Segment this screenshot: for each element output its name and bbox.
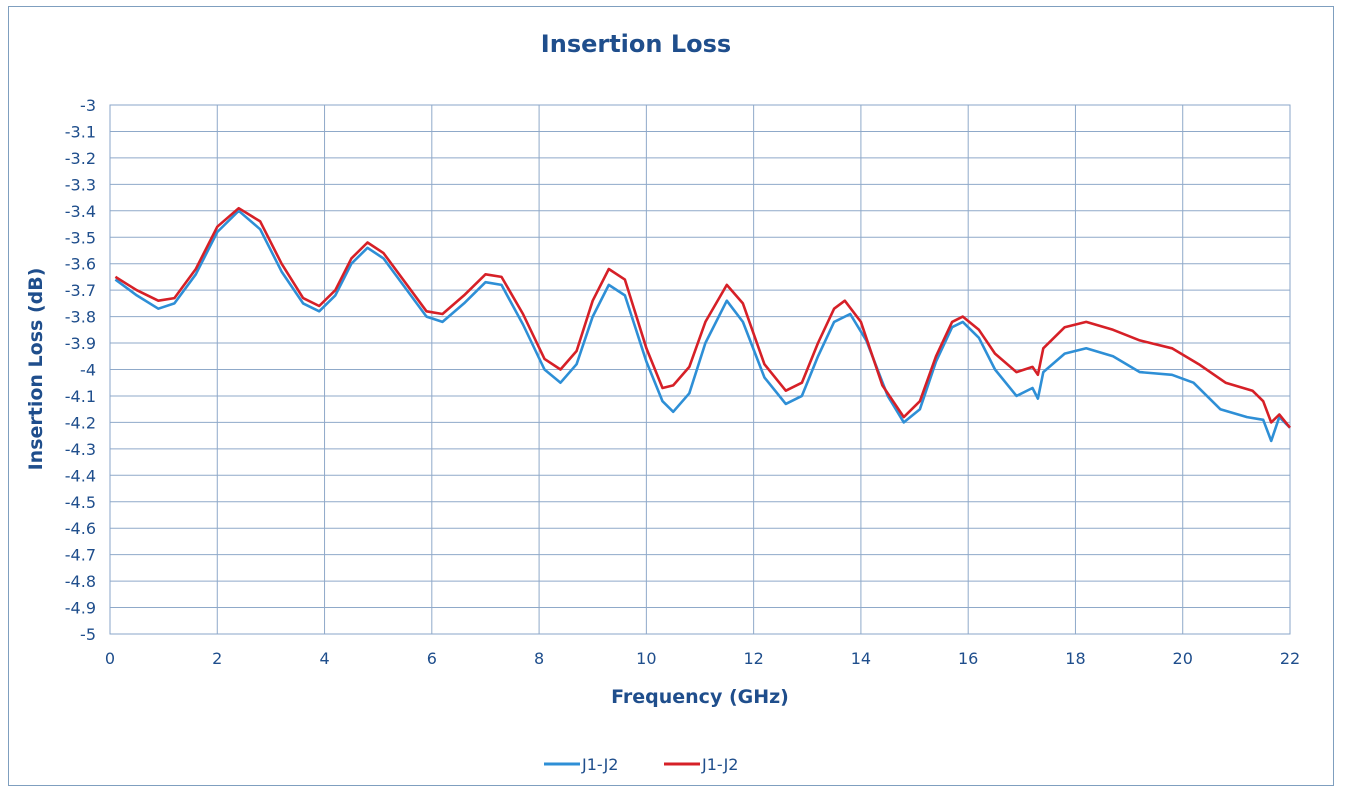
x-tick-label: 6 [427, 649, 437, 668]
series-line-1 [114, 209, 1291, 443]
plot-area-border [109, 104, 1291, 635]
y-tick-label: -4.6 [65, 519, 96, 538]
y-tick-label: -3.9 [65, 334, 96, 353]
insertion-loss-chart: -3 -3.1 -3.2 -3.3 -3.4 -3.5 -3.6 -3.7 -3.8 -3.9 -4… [25, 30, 1300, 774]
y-tick-label: -4.3 [65, 440, 96, 459]
series-group [114, 206, 1292, 443]
x-tick-label: 8 [534, 649, 544, 668]
y-tick-label: -4.5 [65, 493, 96, 512]
x-tick-label: 16 [958, 649, 978, 668]
x-tick-label: 22 [1280, 649, 1300, 668]
series-line-2 [114, 206, 1292, 429]
x-tick-label: 20 [1173, 649, 1193, 668]
y-tick-label: -4.8 [65, 572, 96, 591]
chart-frame: -3 -3.1 -3.2 -3.3 -3.4 -3.5 -3.6 -3.7 -3.8 -3.9 -4… [8, 6, 1334, 786]
y-tick-label: -3.4 [65, 202, 96, 221]
y-axis-title: Insertion Loss (dB) [25, 268, 47, 471]
legend-label-1: J1-J2 [581, 755, 618, 774]
y-tick-label: -4.4 [65, 466, 96, 485]
y-tick-label: -4.1 [65, 387, 96, 406]
x-tick-label: 2 [212, 649, 222, 668]
legend-label-2: J1-J2 [701, 755, 738, 774]
y-tick-label: -3.2 [65, 149, 96, 168]
y-tick-label: -3.1 [65, 122, 96, 141]
y-tick-label: -4.9 [65, 599, 96, 618]
y-tick-label: -3.5 [65, 228, 96, 247]
x-tick-label: 10 [636, 649, 656, 668]
x-tick-label: 14 [851, 649, 871, 668]
y-tick-label: -3.8 [65, 308, 96, 327]
grid-lines [109, 104, 1291, 635]
y-tick-label: -5 [80, 625, 96, 644]
legend: J1-J2 J1-J2 [544, 755, 738, 774]
x-tick-label: 4 [319, 649, 329, 668]
y-tick-label: -4.2 [65, 413, 96, 432]
y-tick-label: -3 [80, 96, 96, 115]
y-tick-label: -4.7 [65, 546, 96, 565]
x-tick-label: 18 [1065, 649, 1085, 668]
x-tick-label: 0 [105, 649, 115, 668]
y-tick-label: -4 [80, 361, 96, 380]
y-tick-label: -3.3 [65, 175, 96, 194]
y-tick-label: -3.7 [65, 281, 96, 300]
x-axis-title: Frequency (GHz) [611, 686, 789, 708]
y-axis-ticks: -3 -3.1 -3.2 -3.3 -3.4 -3.5 -3.6 -3.7 -3.8 -3.9 -4… [65, 96, 96, 644]
x-axis-ticks: 0 2 4 6 8 10 12 14 16 18 20 22 [105, 649, 1300, 668]
chart-title: Insertion Loss [541, 30, 731, 58]
x-tick-label: 12 [743, 649, 763, 668]
y-tick-label: -3.6 [65, 255, 96, 274]
